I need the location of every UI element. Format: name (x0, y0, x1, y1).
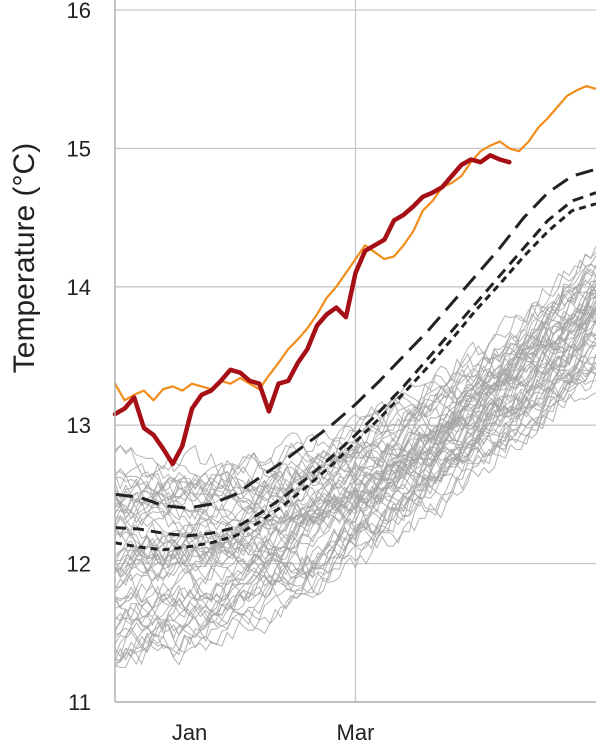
background-trace (114, 303, 596, 490)
y-axis-label: Temperature (°C) (8, 143, 41, 373)
background-trace (114, 355, 596, 668)
background-trace (114, 308, 596, 663)
x-tick-label: Jan (172, 720, 207, 745)
background-trace (114, 285, 596, 582)
background-trace (114, 252, 596, 504)
background-trace (114, 282, 596, 622)
background-trace (114, 342, 596, 658)
background-trace (114, 313, 596, 644)
x-tick-labels: Jan Mar (172, 720, 375, 745)
background-trace (114, 367, 596, 552)
background-trace (114, 310, 596, 622)
series-line-dash-medium (114, 191, 596, 538)
background-trace (114, 263, 596, 547)
series-line-thick-dark-red (112, 153, 512, 467)
background-trace (114, 369, 596, 604)
axes (114, 0, 596, 703)
y-tick-label: 14 (67, 275, 91, 300)
grid (115, 0, 596, 703)
background-traces (114, 246, 596, 668)
x-tick-label: Mar (337, 720, 375, 745)
background-trace (114, 246, 596, 514)
background-trace (114, 337, 596, 635)
background-trace (114, 344, 596, 579)
background-trace (114, 279, 596, 519)
background-trace (114, 332, 596, 500)
y-tick-label: 15 (67, 136, 91, 161)
series-lines (112, 84, 596, 552)
y-tick-label: 12 (67, 552, 91, 577)
y-tick-label: 13 (67, 413, 91, 438)
background-trace (114, 353, 596, 503)
background-trace (114, 371, 596, 620)
background-trace (114, 333, 596, 527)
background-trace (114, 313, 596, 508)
background-trace (114, 320, 596, 662)
y-tick-label: 16 (67, 0, 91, 23)
y-tick-label: 11 (68, 690, 91, 715)
background-trace (114, 292, 596, 539)
y-tick-labels: 11 12 13 14 15 16 (67, 0, 91, 715)
background-trace (114, 293, 596, 562)
series-line-dash-long (114, 167, 596, 510)
series-line-orange (113, 84, 596, 402)
background-trace (114, 372, 596, 558)
background-trace (114, 392, 596, 565)
background-trace (114, 361, 596, 666)
background-trace (114, 280, 596, 490)
